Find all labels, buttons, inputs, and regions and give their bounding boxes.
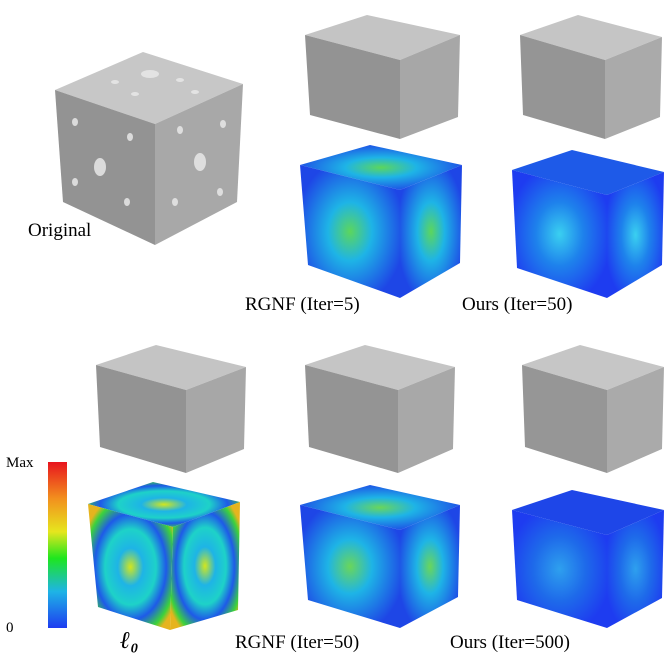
label-ours-iter50: Ours (Iter=50)	[462, 294, 573, 315]
label-ours-iter500: Ours (Iter=500)	[450, 632, 570, 653]
rgnf-iter50-heatmap-cube	[300, 485, 460, 628]
colorbar-max-label: Max	[6, 455, 34, 471]
original-bumpy-cube	[55, 52, 243, 245]
colorbar	[48, 462, 67, 628]
ours-iter500-heatmap-cube	[512, 490, 664, 628]
rgnf-iter50-gray-cube	[305, 345, 455, 473]
l0-gray-cube	[96, 345, 246, 473]
l0-heatmap-cube	[88, 482, 240, 630]
label-rgnf-iter50: RGNF (Iter=50)	[235, 632, 360, 653]
ours-iter500-gray-cube	[522, 345, 664, 473]
label-rgnf-iter5: RGNF (Iter=5)	[245, 294, 360, 315]
ours-iter50-gray-cube	[520, 15, 662, 139]
colorbar-min-label: 0	[6, 620, 14, 636]
rgnf-iter5-heatmap-cube	[300, 145, 462, 298]
rgnf-iter5-gray-cube	[305, 15, 460, 139]
label-original: Original	[28, 220, 92, 241]
ours-iter50-heatmap-cube	[512, 150, 664, 298]
label-l0: ℓ₀	[120, 628, 139, 654]
